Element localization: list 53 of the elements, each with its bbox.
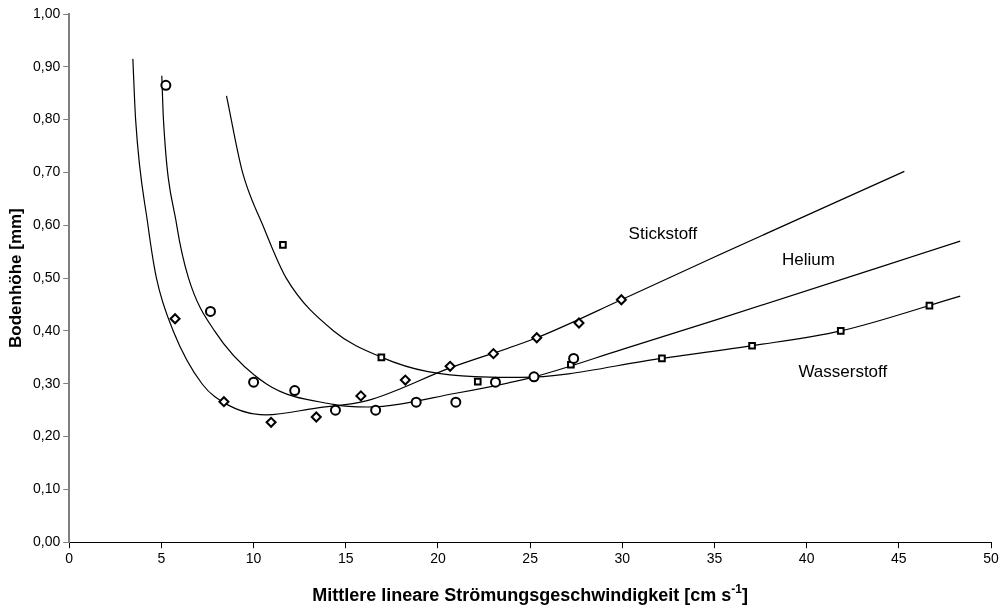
x-tick-label: 0 [65, 550, 74, 567]
point [531, 332, 543, 344]
point [487, 348, 499, 360]
y-tick-label: 0,90 [33, 57, 61, 74]
x-tick-label: 25 [522, 550, 539, 567]
point [289, 385, 301, 397]
point [444, 360, 456, 372]
point [836, 327, 845, 335]
y-tick-label: 1,00 [33, 4, 61, 21]
point [568, 352, 580, 364]
point [204, 305, 216, 317]
x-tick-label: 10 [245, 550, 262, 567]
point [528, 371, 540, 383]
point [473, 377, 482, 386]
y-tick-label: 0,50 [33, 268, 61, 285]
point [169, 313, 181, 325]
x-tick-label: 40 [798, 550, 815, 567]
x-tick-label: 45 [891, 550, 907, 567]
y-tick-label: 0,00 [33, 533, 61, 550]
point [310, 411, 322, 423]
x-tick-label: 5 [157, 550, 166, 567]
point [489, 376, 501, 388]
point [410, 396, 422, 408]
y-tick-label: 0,70 [33, 163, 61, 180]
series-label: Stickstoff [628, 223, 698, 243]
x-tick-label: 35 [706, 550, 723, 567]
series-label: Helium [782, 250, 835, 270]
x-tick-label: 50 [983, 550, 999, 567]
x-tick-label: 20 [430, 550, 446, 567]
x-tick-label: 30 [614, 550, 631, 567]
y-tick-label: 0,30 [33, 374, 61, 391]
point [218, 396, 230, 408]
point [450, 396, 462, 408]
point [265, 416, 277, 428]
point [279, 241, 287, 249]
point [573, 317, 585, 329]
y-tick-label: 0,10 [33, 480, 61, 497]
point [399, 374, 411, 386]
point [160, 79, 172, 91]
y-tick-label: 0,20 [33, 427, 61, 444]
point [658, 354, 666, 363]
y-tick-label: 0,60 [33, 216, 61, 233]
y-tick-label: 0,80 [33, 110, 61, 127]
point [248, 376, 260, 388]
point [329, 404, 341, 416]
point [748, 341, 756, 350]
y-tick-label: 0,40 [33, 321, 61, 338]
y-axis-title: Bodenhöhe [mm] [5, 208, 25, 348]
x-tick-label: 15 [337, 550, 354, 567]
point [370, 404, 382, 416]
point [615, 294, 627, 306]
series-label: Wasserstoff [798, 362, 888, 381]
point [355, 390, 367, 402]
